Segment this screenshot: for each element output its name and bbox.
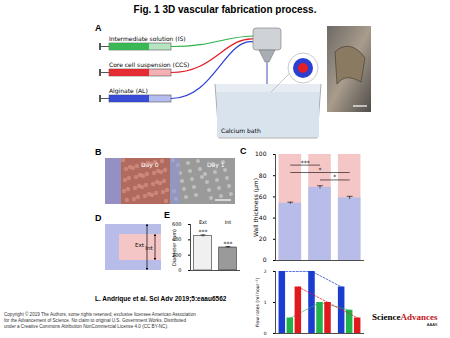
svg-text:***: *** — [301, 159, 310, 166]
svg-text:Day 0: Day 0 — [141, 161, 159, 169]
svg-text:D: D — [95, 213, 102, 223]
html-text:AAAS: AAAS — [426, 322, 438, 327]
svg-text:A: A — [95, 23, 102, 33]
html-text:Science Advances: Science Advances — [372, 312, 438, 322]
svg-text:600: 600 — [172, 221, 182, 227]
svg-text:0: 0 — [263, 256, 267, 263]
svg-text:Flow rates (ml hour⁻¹): Flow rates (ml hour⁻¹) — [255, 277, 260, 327]
html-text:under a Creative Commons Attri: under a Creative Commons Attribution Non… — [4, 324, 169, 329]
svg-text:100: 100 — [255, 150, 267, 157]
svg-text:Intermediate solution (IS): Intermediate solution (IS) — [109, 35, 186, 42]
svg-text:Day 1: Day 1 — [207, 161, 225, 169]
svg-text:***: *** — [224, 240, 233, 247]
svg-text:1: 1 — [264, 300, 267, 305]
svg-text:*: * — [333, 173, 336, 180]
svg-text:80: 80 — [259, 172, 267, 179]
html-text:E: E — [164, 210, 170, 220]
html-text:Copyright © 2019 The Authors,: Copyright © 2019 The Authors, some right… — [4, 312, 196, 317]
svg-text:60: 60 — [259, 193, 267, 200]
svg-text:Ext: Ext — [199, 219, 207, 225]
svg-text:B: B — [95, 147, 102, 157]
svg-text:40: 40 — [259, 214, 267, 221]
svg-text:20: 20 — [259, 235, 267, 242]
svg-text:2: 2 — [264, 269, 267, 274]
html-text:C: C — [240, 146, 247, 156]
svg-text:Ext: Ext — [135, 242, 145, 248]
svg-text:Int: Int — [145, 245, 153, 251]
svg-text:Int: Int — [225, 219, 232, 225]
svg-text:0: 0 — [178, 267, 181, 273]
svg-text:Calcium bath: Calcium bath — [221, 127, 261, 134]
svg-text:Wall thickness (µm): Wall thickness (µm) — [252, 178, 260, 237]
svg-text:***: *** — [199, 228, 208, 235]
svg-text:*: * — [319, 166, 322, 173]
svg-text:Diameter (µm): Diameter (µm) — [171, 229, 178, 266]
html-text:L. Andrique et al. Sci Adv 201: L. Andrique et al. Sci Adv 2019;5:eaau65… — [95, 295, 227, 302]
svg-text:0: 0 — [264, 331, 267, 336]
svg-text:Alginate (AL): Alginate (AL) — [109, 87, 148, 95]
html-text:Fig. 1 3D vascular fabrication: Fig. 1 3D vascular fabrication process. — [133, 4, 317, 15]
svg-text:Core cell suspension (CCS): Core cell suspension (CCS) — [109, 61, 189, 69]
html-text:for the Advancement of Science: for the Advancement of Science. No claim… — [4, 318, 186, 323]
